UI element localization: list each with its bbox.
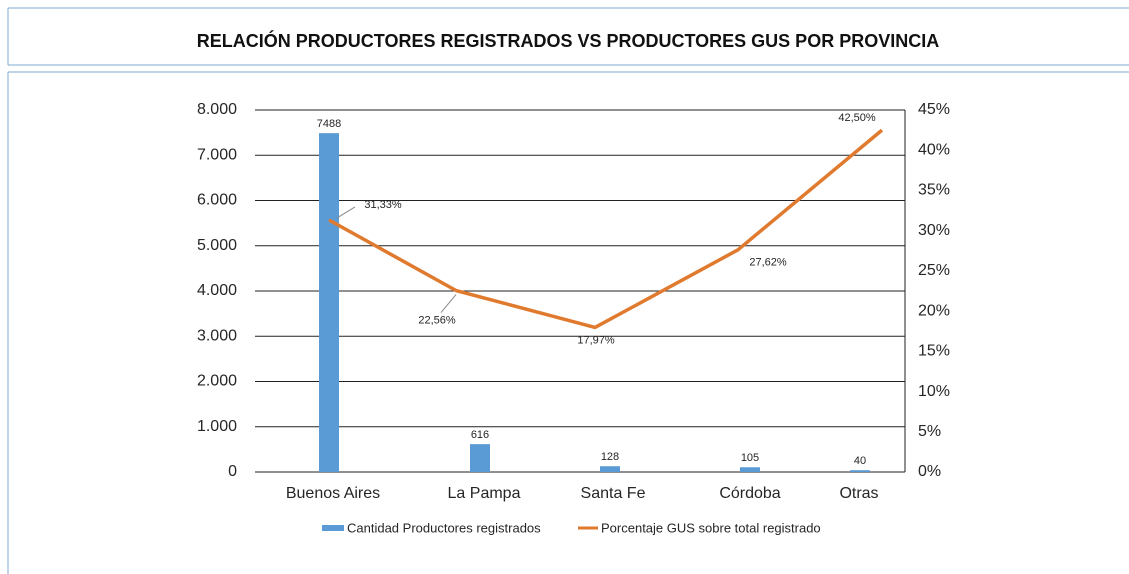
bar-value-label: 40 xyxy=(854,455,866,467)
y-tick-label: 2.000 xyxy=(197,373,237,390)
bar-value-label: 616 xyxy=(471,429,489,441)
bar xyxy=(600,466,620,472)
bar-value-label: 7488 xyxy=(317,118,341,130)
leader-line xyxy=(440,294,457,313)
bar xyxy=(470,444,490,472)
y2-tick-label: 40% xyxy=(918,141,950,158)
line-value-label: 31,33% xyxy=(364,199,402,211)
y-tick-label: 7.000 xyxy=(197,146,237,163)
y2-tick-label: 5% xyxy=(918,423,941,440)
bar xyxy=(740,467,760,472)
bar-value-label: 128 xyxy=(601,451,619,463)
bar xyxy=(319,133,339,472)
y-tick-label: 8.000 xyxy=(197,101,237,118)
line-value-label: 27,62% xyxy=(749,257,787,269)
y2-tick-label: 20% xyxy=(918,302,950,319)
x-tick-label: Córdoba xyxy=(719,485,780,502)
y-tick-label: 1.000 xyxy=(197,418,237,435)
y2-tick-label: 10% xyxy=(918,383,950,400)
bar-value-label: 105 xyxy=(741,452,759,464)
x-tick-label: Santa Fe xyxy=(581,485,646,502)
y2-tick-label: 30% xyxy=(918,222,950,239)
x-tick-label: La Pampa xyxy=(448,485,521,502)
y2-tick-label: 45% xyxy=(918,101,950,118)
y2-tick-label: 25% xyxy=(918,262,950,279)
line-value-label: 17,97% xyxy=(577,334,615,346)
bar xyxy=(850,470,870,472)
y-tick-label: 4.000 xyxy=(197,282,237,299)
line-value-label: 42,50% xyxy=(838,112,876,124)
line-value-label: 22,56% xyxy=(418,314,456,326)
y2-tick-label: 15% xyxy=(918,343,950,360)
y2-tick-label: 0% xyxy=(918,463,941,480)
y-tick-label: 0 xyxy=(228,463,237,480)
y2-tick-label: 35% xyxy=(918,182,950,199)
x-tick-label: Buenos Aires xyxy=(286,485,380,502)
y-tick-label: 6.000 xyxy=(197,192,237,209)
y-tick-label: 3.000 xyxy=(197,327,237,344)
legend-label: Porcentaje GUS sobre total registrado xyxy=(601,520,821,535)
line xyxy=(328,128,884,330)
x-tick-label: Otras xyxy=(839,485,878,502)
legend-swatch xyxy=(322,525,344,531)
legend-label: Cantidad Productores registrados xyxy=(347,520,541,535)
leader-line xyxy=(336,206,356,219)
chart-title: RELACIÓN PRODUCTORES REGISTRADOS VS PROD… xyxy=(197,30,939,51)
y-tick-label: 5.000 xyxy=(197,237,237,254)
